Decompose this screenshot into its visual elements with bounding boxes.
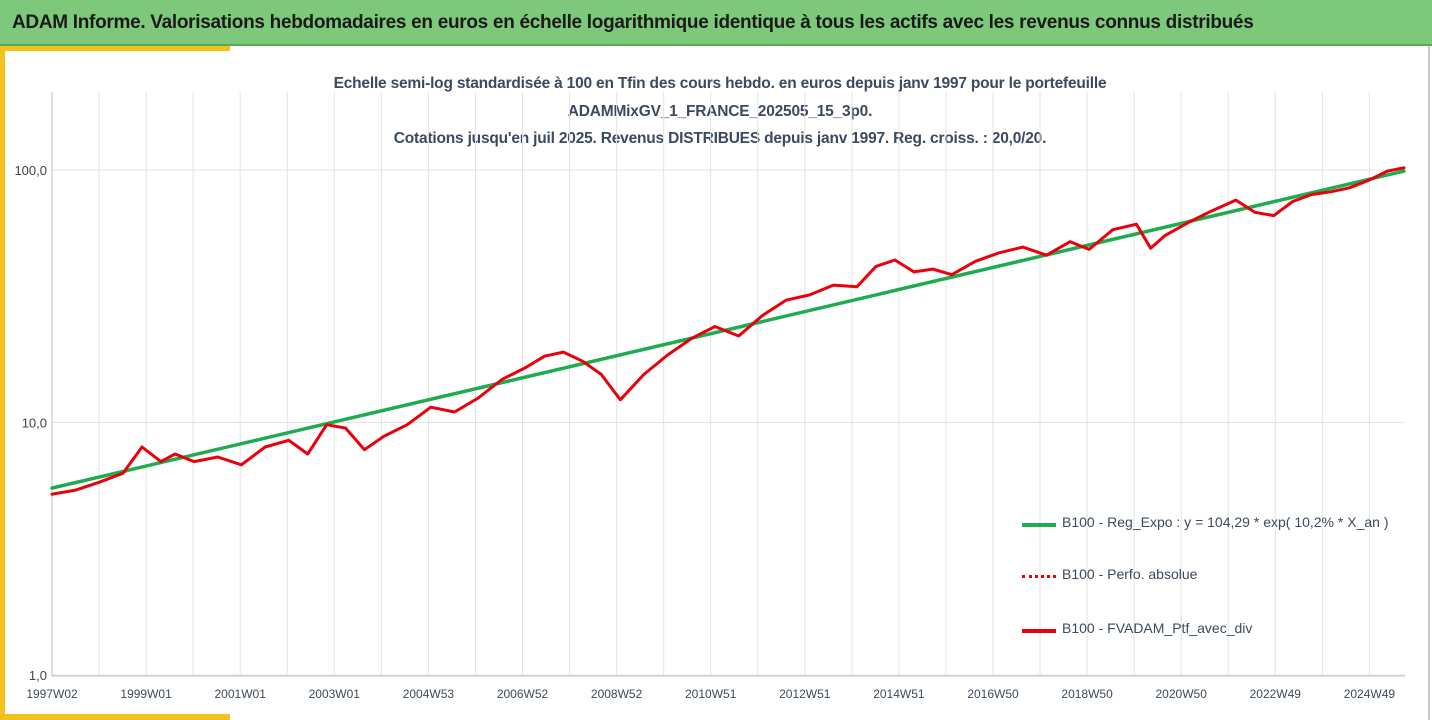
frame-edge-right	[1428, 46, 1430, 720]
y-tick-label: 100,0	[14, 163, 47, 178]
x-tick-label: 2010W51	[685, 687, 737, 701]
chart-title-line-3: Cotations jusqu'en juil 2025. Revenus DI…	[393, 130, 1047, 147]
legend-swatch-regression	[1022, 523, 1056, 527]
chart-title-line-2: ADAMMixGV_1_FRANCE_202505_15_3p0.	[567, 102, 873, 120]
x-tick-label: 2003W01	[309, 687, 361, 701]
report-title: ADAM Informe. Valorisations hebdomadaire…	[12, 12, 1254, 33]
x-tick-label: 2006W52	[497, 687, 549, 701]
x-tick-label: 2004W53	[403, 687, 455, 701]
chart-title: Echelle semi-log standardisée à 100 en T…	[200, 70, 1240, 153]
legend-label-portfolio: B100 - FVADAM_Ptf_avec_div	[1062, 620, 1253, 636]
series-line-portfolio	[50, 166, 1406, 496]
accent-bar-bottom	[0, 714, 230, 720]
x-tick-label: 2016W50	[967, 687, 1019, 701]
legend-swatch-perfo-absolue	[1022, 575, 1056, 578]
x-tick-label: 2022W49	[1250, 687, 1302, 701]
accent-bar-top	[0, 46, 230, 51]
x-tick-label: 2014W51	[873, 687, 925, 701]
header-band	[0, 0, 1432, 46]
x-tick-label: 1997W02	[26, 687, 78, 701]
y-tick-label: 10,0	[22, 416, 47, 431]
legend-label-perfo-absolue: B100 - Perfo. absolue	[1062, 566, 1198, 582]
legend-swatch-portfolio	[1022, 629, 1056, 633]
chart-title-line-1: Echelle semi-log standardisée à 100 en T…	[333, 75, 1107, 92]
x-tick-label: 2012W51	[779, 687, 831, 701]
y-tick-label: 1,0	[29, 668, 47, 683]
series-line-regression	[50, 169, 1406, 490]
accent-bar-left	[0, 46, 5, 720]
x-tick-label: 2008W52	[591, 687, 643, 701]
legend-label-regression: B100 - Reg_Expo : y = 104,29 * exp( 10,2…	[1062, 514, 1389, 530]
x-tick-label: 1999W01	[120, 687, 172, 701]
x-tick-label: 2018W50	[1061, 687, 1113, 701]
x-tick-label: 2024W49	[1344, 687, 1396, 701]
x-tick-label: 2001W01	[215, 687, 267, 701]
x-tick-label: 2020W50	[1156, 687, 1208, 701]
